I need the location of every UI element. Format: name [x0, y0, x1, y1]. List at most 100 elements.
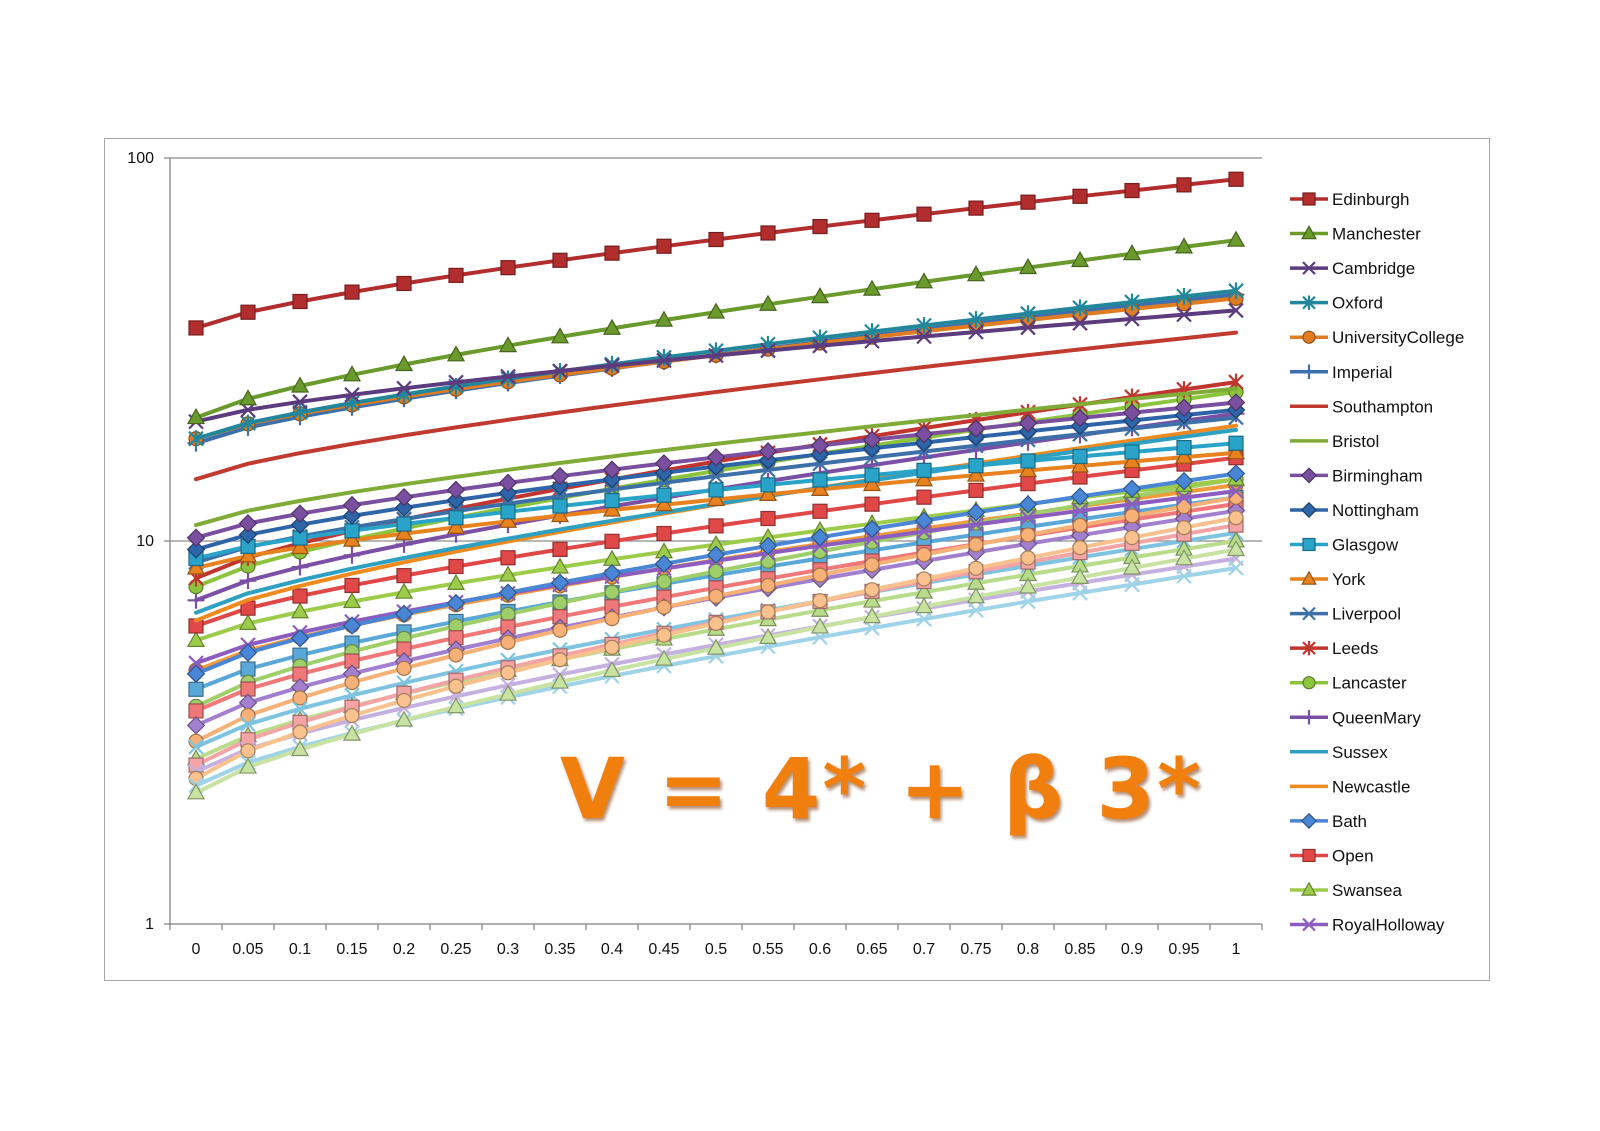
series-unlabeled-12-point [864, 620, 880, 636]
series-unlabeled-11-point [656, 627, 672, 643]
legend-marker-queenmary [1301, 710, 1317, 725]
series-bath-point [446, 593, 466, 613]
series-cambridge-point [708, 347, 724, 364]
legend-item-leeds: Leeds [1290, 639, 1378, 658]
series-unlabeled-3-point [708, 563, 724, 579]
series-unlabeled-13-point [1174, 549, 1194, 566]
series-unlabeled-6-point [604, 610, 620, 627]
legend-label-lancaster: Lancaster [1332, 674, 1407, 693]
series-bath-point [654, 554, 674, 574]
series-york-point [1122, 451, 1142, 469]
series-cambridge-point [968, 324, 984, 340]
series-unlabeled-13-point [1018, 577, 1038, 594]
series-edinburgh-point [1124, 182, 1140, 199]
legend-marker-cambridge [1302, 261, 1316, 275]
series-open [188, 450, 1244, 634]
series-unlabeled-13-point [1226, 539, 1246, 557]
series-unlabeled-6-point [760, 577, 776, 594]
series-edinburgh-point [812, 218, 828, 235]
legend-item-lancaster: Lancaster [1290, 674, 1407, 693]
series-nottingham-point [186, 540, 206, 559]
legend-label-oxford: Oxford [1332, 294, 1383, 313]
series-oxford [188, 282, 1244, 448]
series-edinburgh-point [552, 252, 568, 268]
x-tick-label: 0.8 [1017, 941, 1039, 958]
axes: 1 10 100 0 0.05 0.1 0.15 0.2 0.25 0.3 0.35 0.4 0.45 0… [127, 150, 1263, 958]
series-birmingham-point [654, 454, 674, 473]
series-bath-point [1174, 471, 1194, 491]
series-unlabeled-6-point [552, 622, 568, 638]
series-unlabeled-13-point [394, 710, 414, 727]
series-cambridge [188, 302, 1244, 430]
x-tick-label: 0.25 [440, 941, 471, 958]
series-bath-point [758, 536, 778, 556]
legend-label-york: York [1332, 570, 1366, 589]
series-open-point [656, 525, 672, 542]
series-unlabeled-11-point [344, 707, 360, 724]
series-unlabeled-11-point [864, 582, 880, 598]
x-tick-label: 0.05 [232, 941, 263, 958]
series-royalholloway-point [1176, 489, 1192, 506]
series-open-point [604, 533, 620, 549]
series-glasgow-point [1072, 448, 1088, 465]
series-glasgow-point [448, 510, 464, 526]
series-unlabeled-12-point [1176, 568, 1192, 585]
series-bath-point [342, 616, 362, 635]
series-cambridge-point [1072, 315, 1088, 331]
series-york-point [290, 537, 310, 555]
series-open-point [396, 568, 412, 584]
series-birmingham-point [602, 460, 622, 479]
series-oxford-point [1072, 299, 1088, 317]
series-unlabeled-11 [188, 510, 1244, 786]
series-birmingham [186, 393, 1246, 547]
series-glasgow-point [760, 477, 776, 493]
series-manchester-point [342, 365, 362, 382]
series-york-point [966, 465, 986, 482]
series-open-point [1020, 476, 1036, 492]
series-unlabeled-11-point [240, 743, 256, 759]
series-glasgow-point [1176, 439, 1192, 456]
series-bath-point [602, 563, 622, 583]
legend-label-open: Open [1332, 846, 1374, 865]
series-royalholloway-point [864, 530, 880, 547]
legend-item-edinburgh: Edinburgh [1290, 190, 1410, 209]
series-unlabeled-6-point [968, 537, 984, 553]
legend-marker-york [1301, 570, 1317, 585]
series-edinburgh-point [760, 225, 776, 241]
series-birmingham-point [1174, 398, 1194, 417]
series-edinburgh-point [292, 293, 308, 310]
series-york-point [550, 505, 570, 523]
legend-marker-open [1302, 848, 1316, 863]
legend-label-manchester: Manchester [1332, 225, 1421, 244]
series-manchester-point [446, 345, 466, 362]
series-cambridge-point [916, 328, 932, 345]
series-royalholloway-point [1020, 509, 1036, 526]
legend-marker-swansea [1301, 881, 1317, 896]
series-bath-point [1018, 495, 1038, 514]
series-glasgow-point [396, 516, 412, 532]
series-cambridge-point [864, 333, 880, 349]
series-york-point [914, 470, 934, 487]
series-glasgow-point [1228, 435, 1244, 451]
series-unlabeled-13-point [186, 783, 206, 800]
legend-label-universitycollege: UniversityCollege [1332, 328, 1464, 347]
series-royalholloway-point [188, 655, 204, 671]
series-edinburgh-point [448, 267, 464, 283]
series-york-point [446, 517, 466, 534]
legend-marker-bath [1300, 812, 1318, 829]
legend-label-swansea: Swansea [1332, 881, 1402, 900]
series-manchester-point [914, 272, 934, 289]
series-unlabeled-5-point [186, 716, 206, 735]
series-unlabeled-11-point [708, 615, 724, 632]
series-open-point [292, 588, 308, 604]
legend-item-manchester: Manchester [1290, 225, 1421, 244]
legend-item-imperial: Imperial [1290, 363, 1392, 382]
series-bath-point [394, 604, 414, 624]
series-unlabeled-11-point [760, 604, 776, 620]
series-queenmary-point [239, 572, 257, 589]
series-swansea-point [238, 613, 258, 630]
series-southampton [194, 330, 1238, 482]
series-birmingham-point [290, 504, 310, 523]
series-swansea-point [290, 602, 310, 619]
legend-marker-leeds [1302, 640, 1316, 656]
